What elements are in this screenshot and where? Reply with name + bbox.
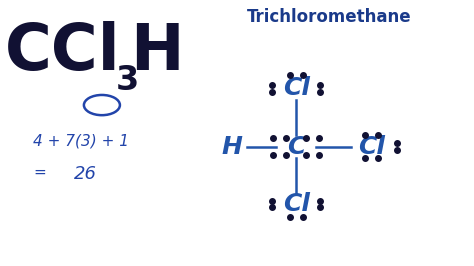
Text: Cl: Cl xyxy=(358,135,385,159)
Text: C: C xyxy=(287,135,305,159)
Text: H: H xyxy=(130,21,184,83)
Text: 4 + 7(3) + 1: 4 + 7(3) + 1 xyxy=(33,133,129,148)
Text: CCl: CCl xyxy=(5,21,120,83)
Text: =: = xyxy=(33,165,46,180)
Text: Cl: Cl xyxy=(283,192,310,216)
Text: 3: 3 xyxy=(116,64,139,97)
Text: Cl: Cl xyxy=(283,76,310,100)
Text: H: H xyxy=(221,135,242,159)
Text: Trichloromethane: Trichloromethane xyxy=(246,8,411,26)
Text: 26: 26 xyxy=(73,165,97,183)
